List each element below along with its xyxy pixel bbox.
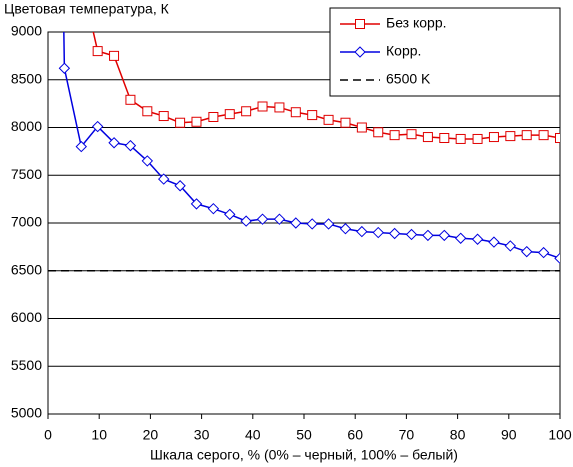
marker (109, 50, 120, 61)
plot-area (48, 32, 560, 272)
marker (323, 114, 334, 125)
marker (158, 173, 170, 185)
marker (306, 218, 318, 230)
marker (422, 229, 434, 242)
marker (438, 229, 450, 242)
marker (141, 155, 154, 167)
chart-title: Цветовая температура, К (4, 1, 170, 17)
marker (455, 133, 466, 144)
x-tick-label: 0 (44, 427, 52, 443)
y-tick-label: 9000 (11, 23, 42, 39)
marker (488, 132, 499, 143)
marker (241, 106, 252, 117)
y-tick-label: 6000 (11, 309, 42, 325)
marker (58, 62, 71, 74)
marker (472, 133, 483, 144)
marker (454, 232, 467, 244)
y-tick-label: 5000 (11, 405, 42, 421)
x-tick-label: 40 (245, 427, 261, 443)
marker (290, 217, 302, 229)
legend-label: Корр. (386, 43, 421, 59)
marker (125, 94, 136, 105)
marker (356, 122, 367, 133)
marker (356, 225, 368, 238)
plot-border (47, 31, 561, 415)
x-tick-label: 80 (450, 427, 466, 443)
y-tick-label: 7000 (11, 214, 42, 230)
marker (92, 46, 103, 57)
marker (207, 202, 220, 215)
marker (108, 137, 120, 149)
legend-label: 6500 K (386, 71, 431, 87)
x-tick-label: 10 (91, 427, 107, 443)
marker (555, 133, 560, 144)
y-tick-label: 7500 (11, 166, 42, 182)
marker (354, 46, 366, 58)
marker (142, 106, 153, 117)
marker (224, 109, 235, 120)
marker (521, 130, 532, 141)
marker (339, 223, 352, 235)
marker (91, 120, 104, 133)
x-tick-label: 20 (143, 427, 159, 443)
marker (373, 127, 384, 138)
marker (422, 132, 433, 143)
marker (406, 129, 417, 140)
y-tick-label: 8000 (11, 118, 42, 134)
marker (257, 101, 268, 112)
marker (174, 180, 186, 192)
marker (538, 130, 549, 141)
x-tick-label: 70 (399, 427, 415, 443)
marker (372, 226, 384, 239)
marker (388, 227, 401, 240)
marker (322, 218, 335, 230)
marker (75, 140, 87, 153)
marker (355, 19, 365, 29)
marker (504, 240, 517, 252)
marker (488, 236, 500, 248)
marker (124, 139, 137, 152)
y-tick-label: 6500 (11, 261, 42, 277)
marker (307, 110, 318, 121)
x-axis-label: Шкала серого, % (0% – черный, 100% – бел… (150, 447, 458, 463)
marker (158, 111, 169, 122)
marker (175, 117, 186, 128)
y-tick-label: 8500 (11, 70, 42, 86)
y-tick-label: 5500 (11, 357, 42, 373)
x-tick-label: 30 (194, 427, 210, 443)
marker (405, 228, 418, 241)
marker (224, 208, 236, 221)
marker (191, 116, 202, 127)
marker (439, 133, 450, 144)
marker (505, 131, 516, 142)
marker (208, 111, 219, 122)
x-tick-label: 100 (548, 427, 572, 443)
marker (471, 233, 484, 245)
x-tick-label: 60 (347, 427, 363, 443)
x-tick-label: 90 (501, 427, 517, 443)
legend-label: Без корр. (386, 15, 447, 31)
marker (240, 215, 252, 227)
marker (256, 213, 269, 225)
marker (290, 107, 301, 118)
marker (340, 117, 351, 128)
marker (274, 102, 285, 113)
marker (389, 130, 400, 141)
marker (190, 198, 203, 210)
marker (521, 245, 533, 258)
marker (537, 246, 550, 259)
marker (554, 252, 560, 265)
x-tick-label: 50 (296, 427, 312, 443)
marker (273, 213, 286, 225)
